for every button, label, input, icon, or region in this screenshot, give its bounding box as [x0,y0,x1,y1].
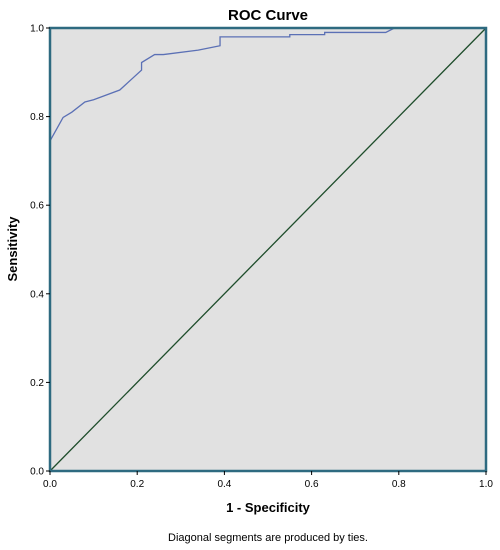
plot-frame [48,26,488,473]
y-axis-label: Sensitivity [5,216,20,282]
y-axis-ticks: 0.0 0.2 0.4 0.6 0.8 1.0 [30,24,50,478]
reference-diagonal-line [49,27,487,472]
x-tick-label: 0.8 [392,479,406,490]
x-axis-label: 1 - Specificity [226,500,311,515]
y-tick-label: 0.2 [30,378,44,389]
y-tick-label: 0.0 [30,467,44,478]
chart-title: ROC Curve [228,7,308,24]
series-layer [49,27,487,472]
x-tick-label: 0.4 [217,479,231,490]
roc-curve-line [49,27,486,471]
x-tick-label: 1.0 [479,479,493,490]
footnote: Diagonal segments are produced by ties. [168,532,368,544]
x-tick-label: 0.6 [305,479,319,490]
y-tick-label: 0.6 [30,201,44,212]
y-tick-label: 0.8 [30,112,44,123]
x-tick-label: 0.0 [43,479,57,490]
y-tick-label: 0.4 [30,289,44,300]
x-axis-ticks: 0.0 0.2 0.4 0.6 0.8 1.0 [43,471,493,490]
y-tick-label: 1.0 [30,24,44,35]
x-tick-label: 0.2 [130,479,144,490]
